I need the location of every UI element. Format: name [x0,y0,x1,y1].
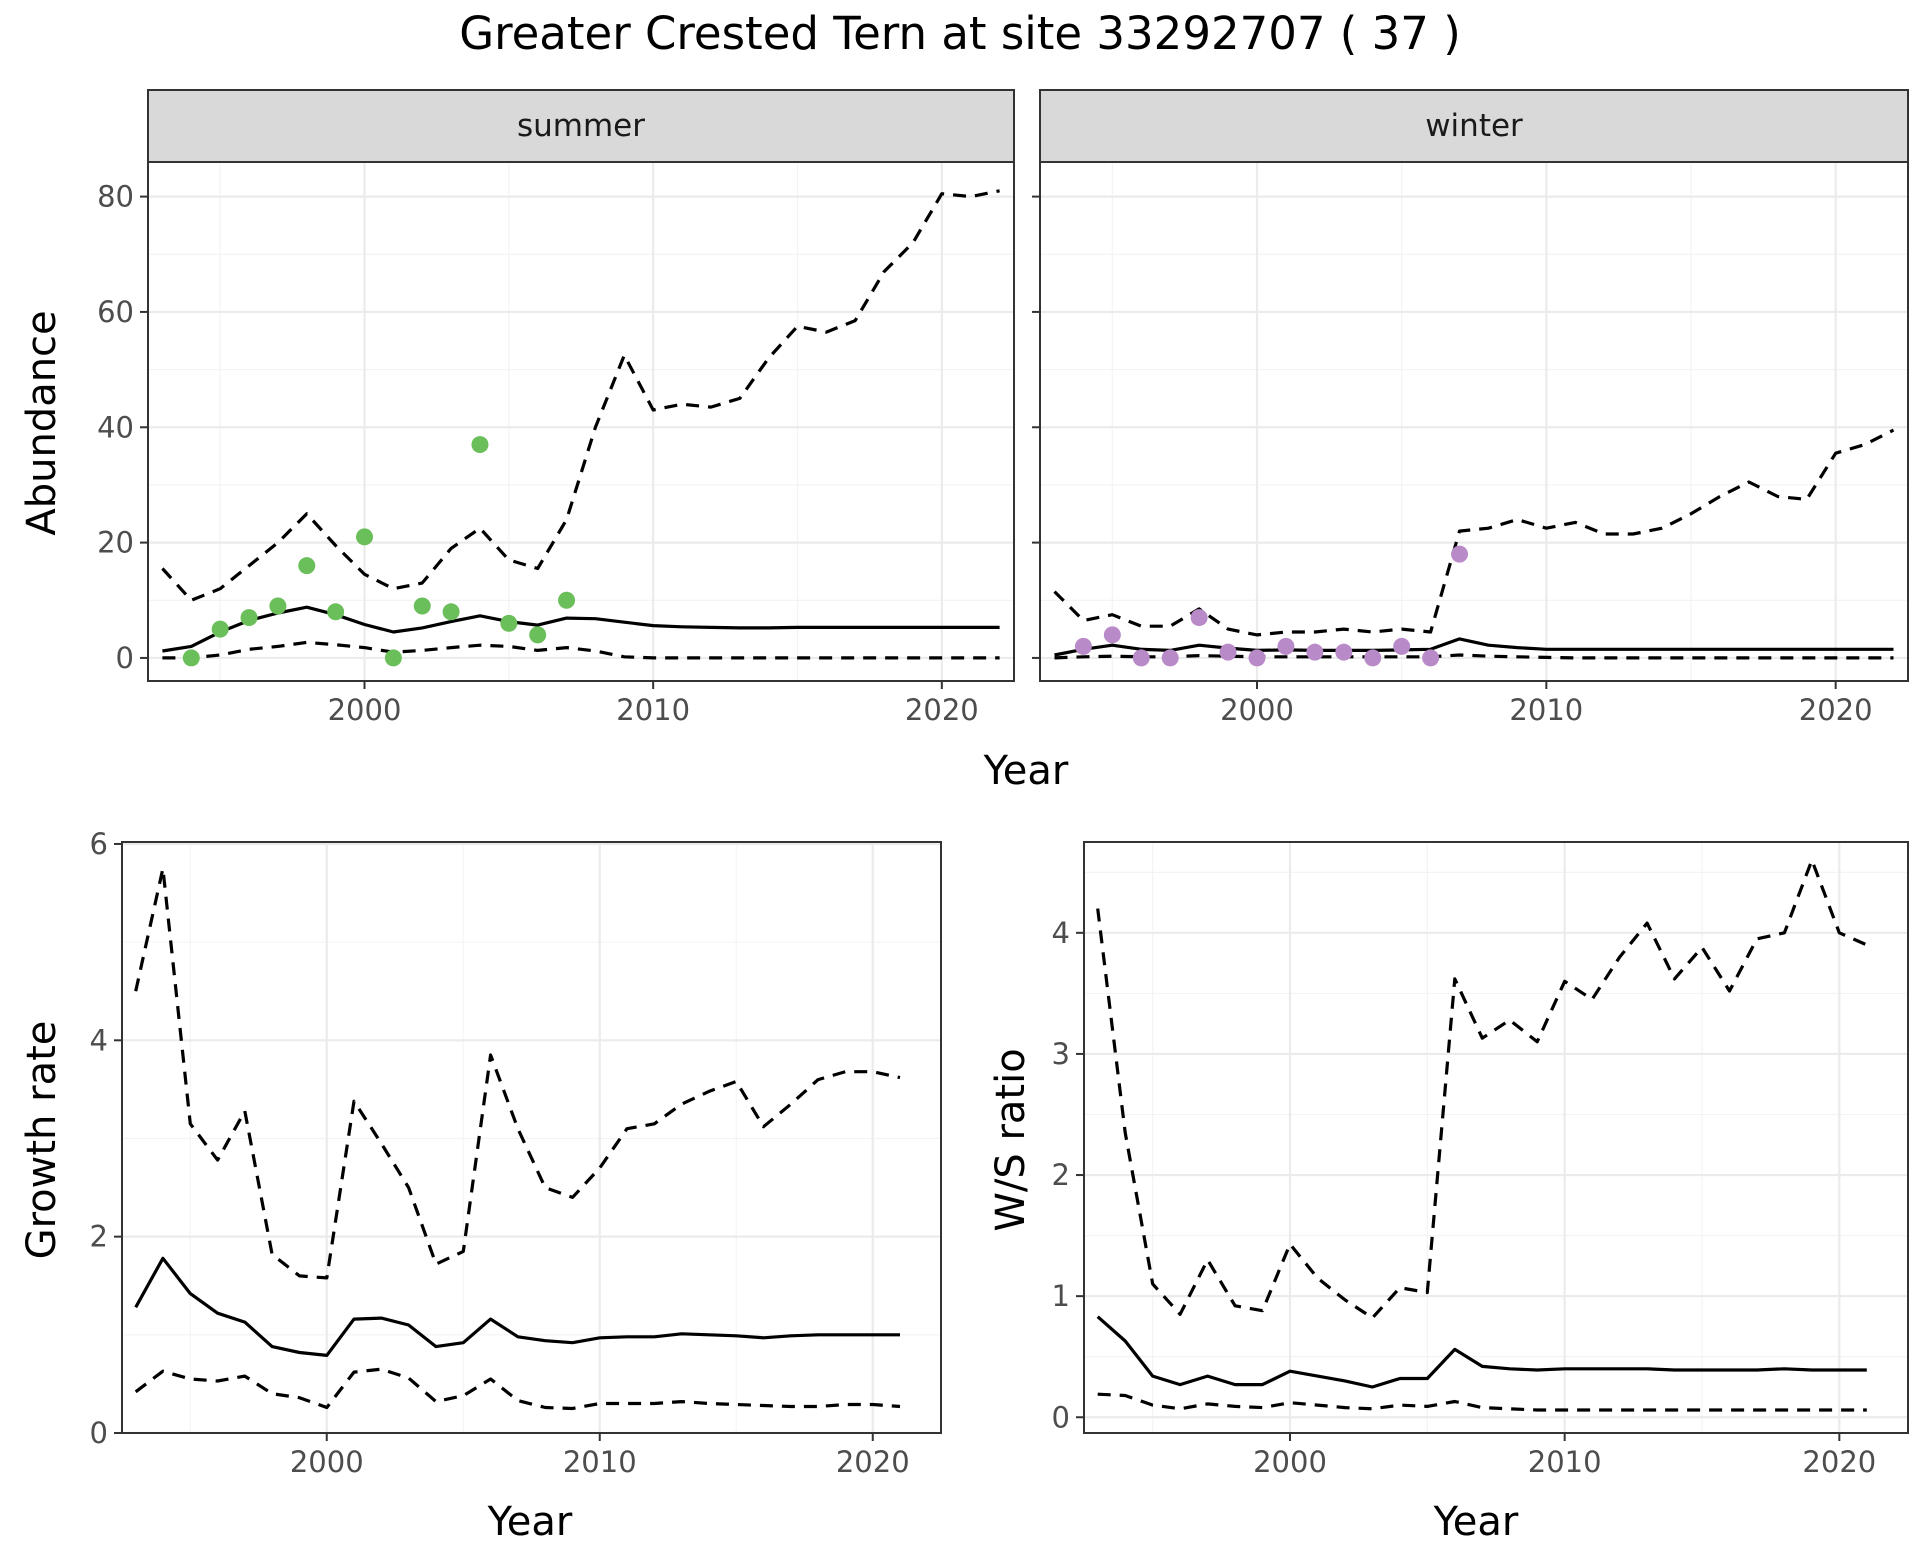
plot-area-winter: 2000 2010 2020 [1032,161,1909,727]
y-tick-label: 0 [90,1416,108,1450]
lower-ci-line [1097,1392,1867,1412]
y-tick-label: 20 [97,526,134,560]
panel-background [148,162,1014,681]
panel-background [1084,842,1908,1433]
x-axis-title-top: Year [983,748,1069,794]
upper-ci-line [1096,858,1868,1320]
strip-summer [147,89,1015,163]
x-tick-label: 2010 [1509,693,1583,727]
mean-line [162,605,1000,653]
panel-ws-ratio: 2000 2010 2020 0 1 2 3 4 [1052,841,1909,1479]
plot-area-ws-ratio: 2000 2010 2020 0 1 2 3 4 [1052,841,1909,1479]
observed-point [1335,643,1353,661]
panel-background [1040,162,1908,681]
y-axis-title-growth: Growth rate [19,1021,65,1260]
x-tick-label: 2020 [905,693,979,727]
observed-point [327,603,345,621]
observed-point [1248,649,1266,667]
plot-title: Greater Crested Tern at site 33292707 ( … [459,7,1461,60]
observed-point [1190,609,1208,627]
observed-point [1219,643,1237,661]
observed-point [240,609,258,627]
observed-point [1451,545,1469,563]
mean-line [1096,1315,1867,1389]
observed-point [529,626,547,644]
panel-growth-rate: 2000 2010 2020 0 2 4 6 [90,827,942,1479]
panel-border [121,841,942,1434]
y-tick-label: 0 [116,641,134,675]
x-tick-label: 2010 [563,1445,637,1479]
x-tick-label: 2000 [1253,1445,1327,1479]
observed-point [500,614,518,632]
y-tick-label: 2 [1052,1158,1070,1192]
strip-label-summer: summer [517,108,645,144]
panel-border [1039,161,1909,682]
y-tick-label: 4 [1052,916,1070,950]
panel-border [1083,841,1909,1434]
observed-point [558,591,576,609]
observed-point [442,603,460,621]
observed-point [1422,649,1440,667]
lower-ci-line [134,1367,901,1411]
observed-point [356,528,373,546]
observed-point [211,620,229,638]
observed-point [384,649,402,667]
observed-point [1074,637,1092,655]
observed-point [1132,649,1150,667]
panel-summer: summer 2000 2010 2020 0 20 40 60 80 [97,89,1015,727]
observed-point [1364,649,1382,667]
observed-point [1393,637,1411,655]
plot-area-growth-rate: 2000 2010 2020 0 2 4 6 [90,827,942,1479]
x-tick-label: 2000 [1220,693,1294,727]
panel-border [147,161,1015,682]
upper-ci-line [161,189,1000,602]
strip-label-winter: winter [1425,108,1523,144]
observed-point [298,557,316,575]
x-tick-label: 2010 [1528,1445,1602,1479]
observed-point [471,436,489,454]
x-axis-title-growth: Year [487,1499,573,1545]
y-tick-label: 6 [90,827,108,861]
lower-ci-line [1054,653,1894,660]
y-tick-label: 2 [90,1220,108,1254]
observed-point [1161,649,1179,667]
x-tick-label: 2020 [836,1445,910,1479]
observed-point [1103,626,1121,644]
panel-winter: winter 2000 2010 2020 [1032,89,1909,727]
x-tick-label: 2000 [328,693,402,727]
lower-ci-line [162,640,1000,660]
x-axis-title-ws: Year [1433,1499,1519,1545]
y-tick-label: 40 [97,410,134,444]
observed-point [269,597,287,615]
y-axis-title-ws: W/S ratio [988,1048,1034,1231]
mean-line [1054,637,1894,657]
y-tick-label: 60 [97,295,134,329]
y-tick-label: 80 [97,180,134,214]
mean-line [134,1256,900,1358]
y-tick-label: 0 [1052,1400,1070,1434]
y-tick-label: 4 [90,1023,108,1057]
x-tick-label: 2010 [616,693,690,727]
x-tick-label: 2000 [290,1445,364,1479]
panel-background [122,842,941,1433]
y-tick-label: 3 [1052,1037,1070,1071]
x-tick-label: 2020 [1799,693,1873,727]
y-axis-title-abundance: Abundance [19,310,65,535]
plot-area-summer: 2000 2010 2020 0 20 40 60 80 [97,161,1015,727]
observed-point [1306,643,1324,661]
observed-point [182,649,200,667]
x-tick-label: 2020 [1802,1445,1876,1479]
upper-ci-line [134,866,901,1280]
y-tick-label: 1 [1052,1279,1070,1313]
observed-point [1277,637,1295,655]
observed-point [413,597,431,615]
